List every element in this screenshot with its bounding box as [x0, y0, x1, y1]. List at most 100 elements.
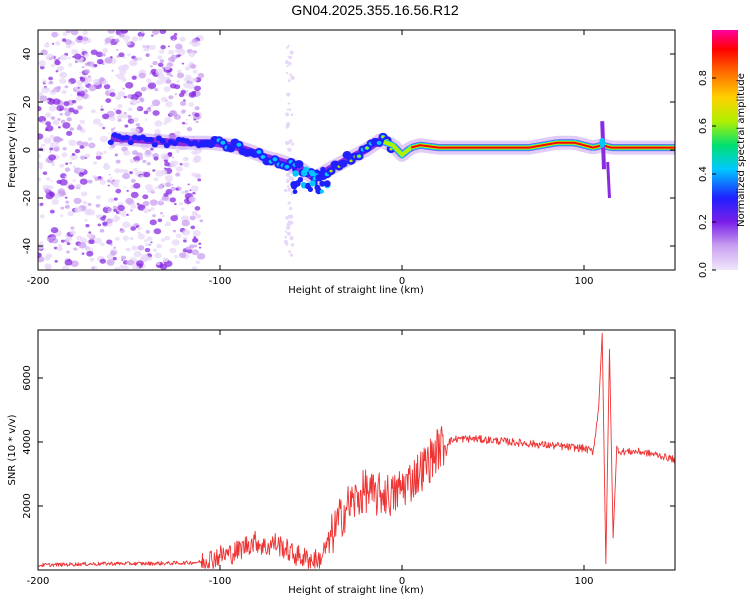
- noise-blob: [157, 55, 163, 60]
- colorbar-tick-label: 0.2: [698, 214, 709, 230]
- noise-blob: [133, 117, 139, 122]
- noise-blob: [127, 94, 132, 99]
- noise-blob: [122, 221, 131, 229]
- noise-blob: [194, 106, 200, 111]
- noise-blob: [182, 236, 188, 241]
- noise-streak: [288, 221, 292, 225]
- noise-blob: [95, 151, 103, 157]
- noise-blob: [70, 30, 79, 36]
- noise-blob: [130, 191, 139, 199]
- noise-blob: [44, 128, 49, 132]
- noise-blob: [44, 256, 51, 261]
- noise-blob: [100, 108, 104, 111]
- noise-blob: [138, 37, 143, 41]
- noise-blob: [115, 109, 122, 115]
- noise-blob: [84, 53, 90, 58]
- noise-blob: [165, 99, 168, 102]
- noise-blob: [173, 32, 178, 36]
- noise-blob: [60, 239, 65, 243]
- noise-blob: [107, 207, 113, 212]
- noise-blob: [100, 242, 105, 247]
- noise-blob: [77, 86, 80, 89]
- noise-blob: [168, 223, 172, 226]
- noise-blob: [103, 150, 107, 154]
- noise-blob: [99, 228, 105, 233]
- noise-blob: [129, 59, 138, 67]
- noise-blob: [137, 226, 142, 231]
- noise-blob: [38, 106, 42, 112]
- ridge-blob-hot: [376, 140, 382, 145]
- noise-blob: [152, 60, 158, 66]
- noise-blob: [92, 78, 102, 86]
- noise-blob: [43, 137, 52, 144]
- spectrogram-plot-area: [38, 30, 675, 270]
- noise-blob: [144, 247, 151, 253]
- noise-blob: [119, 264, 125, 269]
- noise-blob: [145, 230, 150, 234]
- noise-streak: [287, 187, 292, 192]
- noise-blob: [116, 73, 125, 80]
- noise-blob: [164, 65, 171, 71]
- noise-blob: [174, 254, 179, 259]
- noise-blob: [175, 172, 181, 177]
- noise-blob: [169, 247, 177, 254]
- noise-blob: [188, 114, 191, 117]
- noise-blob: [156, 79, 164, 85]
- noise-blob: [181, 219, 190, 227]
- noise-blob: [103, 84, 111, 90]
- noise-blob: [140, 86, 147, 92]
- noise-blob: [73, 247, 78, 251]
- noise-blob: [51, 236, 57, 240]
- noise-blob: [171, 239, 180, 246]
- noise-blob: [110, 43, 113, 46]
- noise-blob: [188, 52, 196, 58]
- noise-blob: [99, 135, 108, 143]
- ridge-blob: [338, 159, 348, 168]
- noise-streak: [286, 108, 289, 111]
- noise-blob: [115, 216, 121, 221]
- noise-blob: [163, 86, 171, 92]
- noise-blob: [142, 194, 149, 200]
- noise-blob: [52, 120, 58, 124]
- ridge-blob-hot: [220, 140, 226, 145]
- noise-blob: [123, 95, 127, 99]
- noise-blob: [109, 243, 113, 246]
- noise-blob: [120, 112, 128, 119]
- noise-blob: [195, 213, 202, 219]
- noise-blob: [46, 177, 51, 181]
- noise-blob: [68, 107, 75, 113]
- noise-blob: [107, 132, 111, 135]
- noise-blob: [155, 170, 164, 177]
- noise-blob: [49, 209, 55, 214]
- noise-blob: [127, 118, 135, 124]
- noise-blob: [176, 54, 181, 58]
- noise-blob: [183, 162, 190, 168]
- spectrogram-x-axis-label: Height of straight line (km): [288, 285, 424, 296]
- noise-blob: [160, 45, 166, 50]
- noise-blob: [192, 237, 199, 243]
- noise-blob: [55, 41, 61, 46]
- noise-blob: [148, 170, 151, 173]
- noise-blob: [143, 110, 149, 115]
- noise-blob: [129, 236, 134, 241]
- noise-blob: [119, 168, 125, 174]
- noise-blob: [130, 226, 137, 231]
- noise-streak: [286, 64, 289, 67]
- noise-blob: [172, 38, 175, 41]
- noise-blob: [124, 124, 129, 128]
- noise-blob: [76, 140, 83, 146]
- snr-x-tick-label: -100: [209, 576, 232, 587]
- noise-blob: [114, 236, 120, 241]
- noise-blob: [78, 172, 84, 177]
- noise-blob: [179, 162, 183, 166]
- noise-blob: [127, 107, 133, 112]
- ridge-blob: [226, 144, 236, 153]
- snr-plot-area: [38, 332, 675, 570]
- noise-streak: [289, 253, 294, 257]
- noise-blob: [55, 70, 59, 73]
- noise-blob: [69, 230, 76, 236]
- noise-blob: [139, 156, 144, 160]
- noise-blob: [84, 62, 90, 67]
- noise-blob: [126, 213, 129, 216]
- noise-blob: [158, 62, 164, 67]
